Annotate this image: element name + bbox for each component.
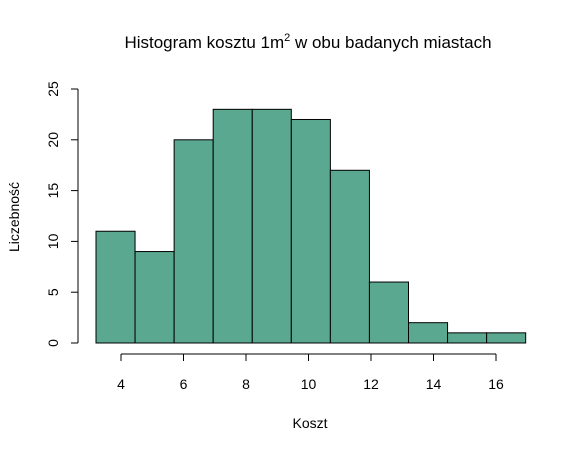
histogram-bar <box>329 169 370 344</box>
bars-group <box>95 108 527 344</box>
y-tick-label: 5 <box>45 288 61 296</box>
y-tick-label: 0 <box>45 339 61 347</box>
y-axis-label: Liczebność <box>6 182 22 252</box>
histogram-bar <box>173 139 214 344</box>
x-tick-label: 16 <box>488 376 504 392</box>
histogram-bar <box>212 108 253 344</box>
x-tick-label: 8 <box>242 376 250 392</box>
y-tick-label: 25 <box>45 81 61 97</box>
histogram-bar <box>447 332 488 344</box>
y-tick-label: 15 <box>45 183 61 199</box>
title-superscript: 2 <box>284 32 290 44</box>
y-tick-label: 20 <box>45 132 61 148</box>
x-axis-label: Koszt <box>292 415 327 431</box>
x-tick-label: 14 <box>426 376 442 392</box>
histogram-bar <box>408 322 449 344</box>
histogram-bar <box>368 281 409 344</box>
y-axis: 0 5 10 15 20 25 <box>45 81 79 347</box>
x-tick-label: 12 <box>363 376 379 392</box>
histogram-bar <box>134 251 175 344</box>
histogram-bar <box>486 332 527 344</box>
x-tick-label: 4 <box>117 376 125 392</box>
x-tick-label: 6 <box>180 376 188 392</box>
x-axis: 4 6 8 10 12 14 16 <box>117 353 504 392</box>
chart-title: Histogram kosztu 1m2 w obu badanych mias… <box>124 32 491 52</box>
histogram-bar <box>290 118 331 344</box>
x-tick-label: 10 <box>301 376 317 392</box>
histogram-bar <box>251 108 292 344</box>
y-tick-label: 10 <box>45 233 61 249</box>
histogram-bar <box>95 230 136 344</box>
